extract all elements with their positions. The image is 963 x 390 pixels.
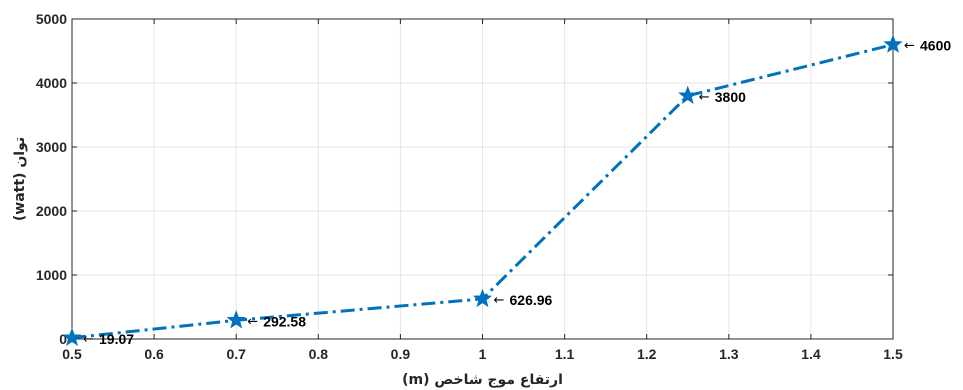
data-labels: ← 19.07 ← 292.58 ← 626.96 ← 3800 ← 4600 <box>83 38 951 347</box>
x-tick-label: 1.1 <box>555 346 575 362</box>
data-label-text: 292.58 <box>263 313 306 329</box>
annotation-arrow: ← <box>83 332 94 347</box>
x-axis-title: ارتفاع موج شاخص (m) <box>402 372 563 388</box>
y-tick-label: 2000 <box>36 203 67 219</box>
data-label: ← 4600 <box>904 38 951 54</box>
data-label-text: 4600 <box>920 38 951 54</box>
data-point <box>678 85 698 105</box>
y-axis: 0 1000 2000 3000 4000 5000 <box>36 11 893 347</box>
y-tick-label: 1000 <box>36 267 67 283</box>
x-tick-label: 1.4 <box>801 346 821 362</box>
data-label: ← 292.58 <box>247 313 306 329</box>
x-tick-label: 0.6 <box>144 346 164 362</box>
x-tick-label: 1.3 <box>719 346 739 362</box>
series <box>62 34 903 346</box>
annotation-arrow: ← <box>494 293 505 308</box>
y-tick-label: 4000 <box>36 75 67 91</box>
data-point <box>472 288 493 308</box>
data-label-text: 626.96 <box>510 292 553 308</box>
data-label-text: 19.07 <box>99 331 134 347</box>
x-axis: 0.5 0.6 0.7 0.8 0.9 1 1.1 1.2 1.3 1.4 1.5 <box>62 19 903 362</box>
x-tick-label: 0.5 <box>62 346 82 362</box>
x-tick-label: 1.2 <box>637 346 657 362</box>
x-tick-label: 1.5 <box>883 346 903 362</box>
x-tick-label: 0.7 <box>226 346 246 362</box>
data-label: ← 626.96 <box>494 292 553 308</box>
data-point <box>226 310 246 329</box>
data-point <box>883 34 903 53</box>
x-tick-label: 0.9 <box>391 346 411 362</box>
y-tick-label: 0 <box>59 331 67 347</box>
x-tick-label: 1 <box>479 346 487 362</box>
data-point <box>62 327 82 346</box>
annotation-arrow: ← <box>904 39 915 54</box>
y-axis-title: توان (watt) <box>12 137 28 221</box>
annotation-arrow: ← <box>699 90 710 105</box>
y-tick-label: 3000 <box>36 139 67 155</box>
y-tick-label: 5000 <box>36 11 67 27</box>
data-label: ← 19.07 <box>83 331 134 347</box>
data-label-text: 3800 <box>715 89 746 105</box>
x-tick-label: 0.8 <box>309 346 329 362</box>
annotation-arrow: ← <box>247 314 258 329</box>
data-label: ← 3800 <box>699 89 746 105</box>
